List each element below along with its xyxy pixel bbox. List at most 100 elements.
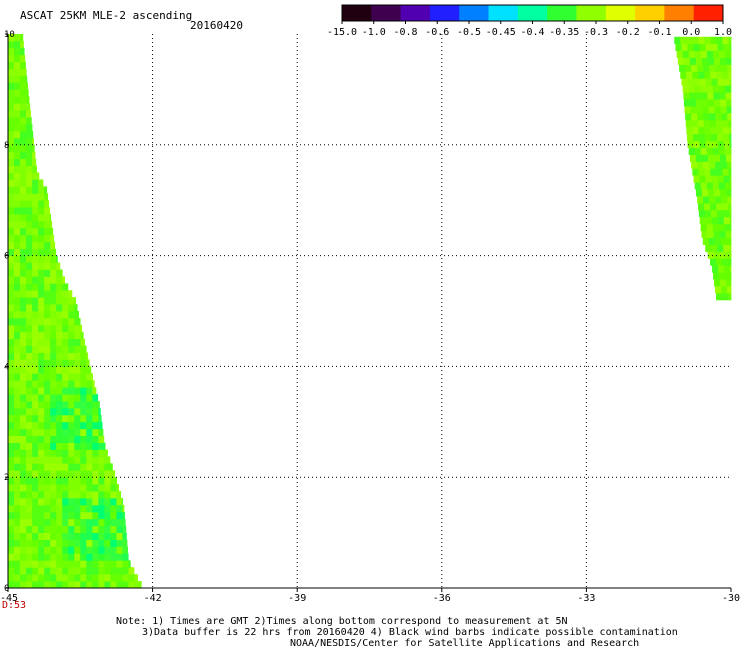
heatmap-cell <box>32 200 39 208</box>
heatmap-cell <box>32 401 39 409</box>
heatmap-cell <box>44 525 51 533</box>
heatmap-cell <box>681 43 688 52</box>
heatmap-cell <box>708 99 715 107</box>
heatmap-cell <box>56 511 63 520</box>
heatmap-cell <box>62 394 69 402</box>
heatmap-cell <box>26 442 33 450</box>
heatmap-cell <box>104 567 111 575</box>
heatmap-cell <box>710 36 717 45</box>
heatmap-cell <box>56 304 63 312</box>
heatmap-cell <box>50 567 57 575</box>
heatmap-cell <box>20 283 27 291</box>
heatmap-cell <box>685 112 692 121</box>
heatmap-cell <box>26 200 33 208</box>
heatmap-cell <box>74 442 81 450</box>
colorbar-tick-label: -0.3 <box>584 27 608 38</box>
heatmap-cell <box>715 161 722 169</box>
heatmap-cell <box>62 477 69 485</box>
heatmap-cell <box>8 414 15 423</box>
heatmap-cell <box>38 574 45 582</box>
y-tick-label: 6 <box>4 252 9 262</box>
heatmap-cell <box>38 387 45 395</box>
heatmap-cell <box>8 297 15 305</box>
heatmap-cell <box>26 82 28 90</box>
heatmap-cell <box>98 574 105 582</box>
heatmap-cell <box>80 449 87 457</box>
colorbar-swatch <box>547 5 577 21</box>
heatmap-cell <box>50 574 57 582</box>
heatmap-cell <box>701 230 708 238</box>
heatmap-cell <box>122 539 128 547</box>
heatmap-cell <box>691 64 698 72</box>
heatmap-cell <box>20 546 27 554</box>
heatmap-cell <box>62 387 69 395</box>
heatmap-cell <box>44 220 51 229</box>
heatmap-cell <box>692 71 699 79</box>
heatmap-cell <box>8 248 15 256</box>
heatmap-cell <box>32 207 39 215</box>
heatmap-cell <box>688 50 696 58</box>
heatmap-cell <box>86 470 93 478</box>
heatmap-cell <box>20 297 27 305</box>
heatmap-cell <box>20 193 27 201</box>
heatmap-cell <box>710 168 717 176</box>
heatmap-cell <box>44 200 50 208</box>
heatmap-cell <box>14 151 21 160</box>
heatmap-cell <box>62 560 69 568</box>
heatmap-cell <box>26 193 33 201</box>
heatmap-cell <box>8 40 15 49</box>
heatmap-cell <box>44 276 51 284</box>
heatmap-cell <box>50 470 57 478</box>
heatmap-cell <box>56 311 63 319</box>
heatmap-cell <box>32 428 39 437</box>
heatmap-cell <box>20 220 27 229</box>
heatmap-cell <box>718 147 726 155</box>
heatmap-cell <box>20 394 27 402</box>
heatmap-cell <box>32 532 39 540</box>
heatmap-cell <box>14 435 21 443</box>
heatmap-cell <box>74 366 81 374</box>
heatmap-cell <box>44 581 51 589</box>
heatmap-cell <box>32 214 39 222</box>
heatmap-cell <box>8 421 15 430</box>
heatmap-cell <box>14 200 21 208</box>
heatmap-cell <box>14 304 21 312</box>
heatmap-cell <box>729 244 732 252</box>
heatmap-cell <box>728 292 732 301</box>
heatmap-cell <box>20 511 27 520</box>
heatmap-cell <box>44 491 51 499</box>
heatmap-cell <box>723 133 730 142</box>
y-tick-label: 2 <box>4 473 9 483</box>
heatmap-cell <box>26 394 33 402</box>
heatmap-cell <box>20 172 27 180</box>
heatmap-cell <box>92 497 99 506</box>
heatmap-cell <box>726 57 732 65</box>
heatmap-cell <box>720 279 727 287</box>
heatmap-cell <box>713 230 720 238</box>
heatmap-cell <box>20 304 27 312</box>
heatmap-cell <box>32 151 36 160</box>
heatmap-cell <box>92 504 99 513</box>
heatmap-cell <box>98 518 105 527</box>
heatmap-cell <box>38 193 45 201</box>
heatmap-cell <box>20 262 27 270</box>
heatmap-cell <box>32 220 39 229</box>
heatmap-cell <box>32 248 39 256</box>
heatmap-cell <box>50 401 57 409</box>
heatmap-cell <box>74 380 81 388</box>
heatmap-cell <box>32 317 39 326</box>
heatmap-cell <box>729 216 732 225</box>
heatmap-cell <box>74 525 81 533</box>
heatmap-cell <box>38 442 45 450</box>
heatmap-cell <box>68 401 75 409</box>
heatmap-cell <box>8 324 15 333</box>
heatmap-cell <box>8 345 15 353</box>
heatmap-cell <box>8 546 15 554</box>
heatmap-cell <box>74 387 81 395</box>
heatmap-cell <box>714 279 721 287</box>
heatmap-cell <box>14 290 21 298</box>
heatmap-cell <box>98 511 105 520</box>
heatmap-cell <box>14 518 21 527</box>
heatmap-cell <box>8 103 15 111</box>
heatmap-cell <box>698 209 706 218</box>
